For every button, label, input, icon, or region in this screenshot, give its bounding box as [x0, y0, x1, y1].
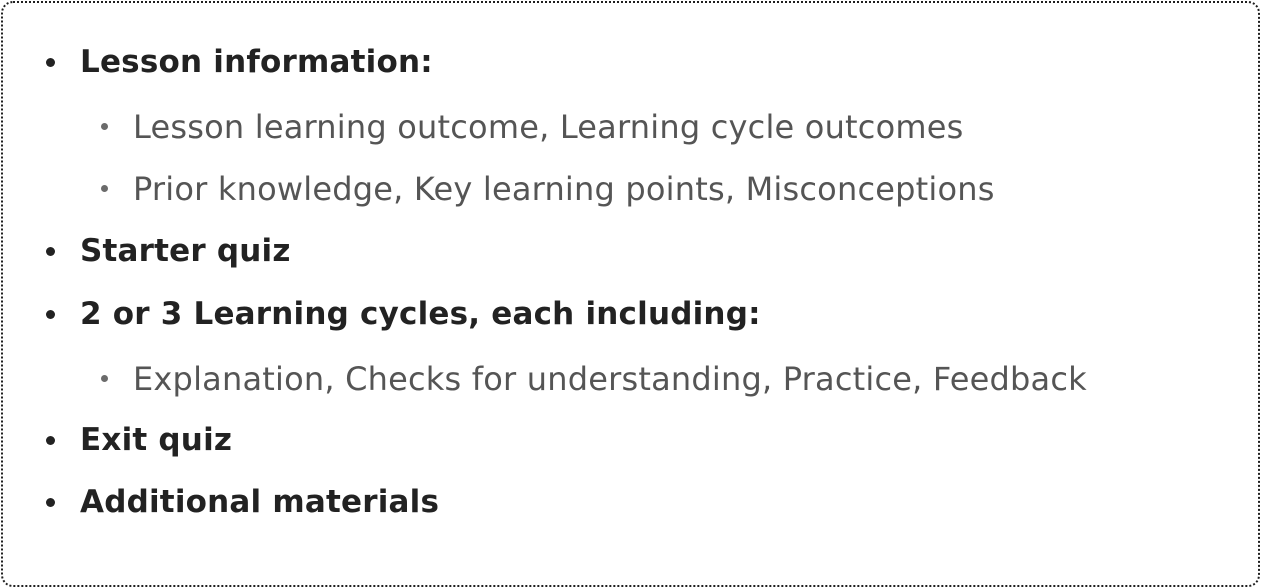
list-item-label: 2 or 3 Learning cycles, each including: [80, 296, 761, 332]
list-item-label: Exit quiz [80, 422, 233, 458]
list-item-label: Lesson information: [80, 44, 433, 80]
bullet-icon [101, 123, 108, 130]
bullet-icon [46, 498, 55, 507]
bullet-icon [46, 310, 55, 319]
bullet-icon [46, 247, 55, 256]
bullet-icon [46, 436, 55, 445]
list-item-label: Additional materials [80, 484, 440, 520]
bullet-icon [101, 185, 108, 192]
bullet-icon [101, 375, 108, 382]
sub-item-label: Lesson learning outcome, Learning cycle … [133, 108, 964, 146]
sub-item-label: Explanation, Checks for understanding, P… [133, 360, 1087, 398]
bullet-icon [46, 58, 55, 67]
sub-item-label: Prior knowledge, Key learning points, Mi… [133, 170, 995, 208]
list-item-label: Starter quiz [80, 233, 291, 269]
